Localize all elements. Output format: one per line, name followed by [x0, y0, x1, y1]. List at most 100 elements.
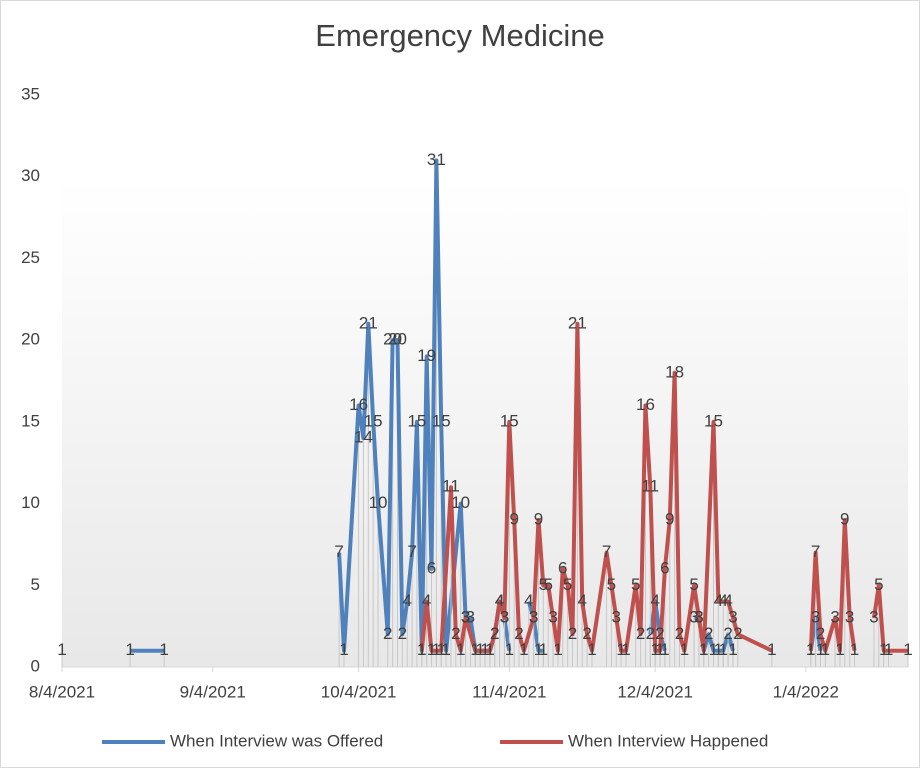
data-label: 3: [869, 607, 878, 626]
data-label: 4: [714, 591, 723, 610]
data-label: 1: [655, 640, 664, 659]
data-label: 3: [830, 607, 839, 626]
data-label: 1: [709, 640, 718, 659]
data-label: 1: [650, 640, 659, 659]
data-label: 4: [578, 591, 587, 610]
data-label: 16: [349, 395, 368, 414]
data-label: 1: [159, 640, 168, 659]
data-label: 3: [500, 607, 509, 626]
data-label: 1: [699, 640, 708, 659]
data-label: 5: [607, 575, 616, 594]
data-label: 3: [461, 607, 470, 626]
data-label: 3: [694, 607, 703, 626]
data-label: 9: [534, 509, 543, 528]
data-label: 15: [407, 411, 426, 430]
data-label: 15: [432, 411, 451, 430]
data-label: 31: [427, 150, 446, 169]
data-label: 2: [816, 624, 825, 643]
data-label: 3: [466, 607, 475, 626]
data-label: 2: [514, 624, 523, 643]
data-label: 19: [417, 346, 436, 365]
data-label: 2: [451, 624, 460, 643]
data-label: 1: [534, 640, 543, 659]
data-label: 4: [650, 591, 659, 610]
data-label: 1: [806, 640, 815, 659]
data-label: 16: [636, 395, 655, 414]
data-label: 3: [689, 607, 698, 626]
data-label: 7: [407, 542, 416, 561]
data-label: 3: [500, 607, 509, 626]
data-label: 6: [660, 558, 669, 577]
data-label: 14: [354, 428, 373, 447]
data-label: 3: [529, 607, 538, 626]
data-label: 4: [495, 591, 504, 610]
data-label: 1: [485, 640, 494, 659]
data-label: 3: [529, 607, 538, 626]
x-tick-label: 8/4/2021: [29, 682, 95, 701]
data-label: 1: [850, 640, 859, 659]
data-label: 4: [524, 591, 533, 610]
data-label: 2: [490, 624, 499, 643]
data-label: 1: [427, 640, 436, 659]
data-label: 4: [719, 591, 728, 610]
data-label: 3: [845, 607, 854, 626]
y-tick-label: 15: [21, 411, 40, 430]
y-tick-label: 25: [21, 248, 40, 267]
series-line: [130, 158, 823, 653]
data-label: 3: [461, 607, 470, 626]
x-tick-label: 12/4/2021: [617, 682, 693, 701]
data-label: 9: [840, 509, 849, 528]
data-label: 1: [480, 640, 489, 659]
plot-area: [62, 95, 908, 667]
data-label: 3: [728, 607, 737, 626]
data-label: 1: [432, 640, 441, 659]
data-label: 1: [437, 640, 446, 659]
data-label: 1: [485, 640, 494, 659]
data-label: 10: [369, 493, 388, 512]
data-label: 3: [612, 607, 621, 626]
data-label: 9: [665, 509, 674, 528]
data-label: 7: [602, 542, 611, 561]
data-label: 6: [558, 558, 567, 577]
data-label: 20: [383, 330, 402, 349]
data-label: 1: [519, 640, 528, 659]
data-label: 1: [816, 640, 825, 659]
data-label: 21: [568, 313, 587, 332]
data-label: 9: [509, 509, 518, 528]
data-label: 1: [903, 640, 912, 659]
data-label: 1: [806, 640, 815, 659]
y-tick-label: 30: [21, 166, 40, 185]
data-label: 2: [723, 624, 732, 643]
data-label: 1: [471, 640, 480, 659]
data-label: 1: [616, 640, 625, 659]
data-label: 5: [563, 575, 572, 594]
data-label: 1: [57, 640, 66, 659]
data-label: 1: [680, 640, 689, 659]
x-tick-label: 9/4/2021: [180, 682, 246, 701]
data-label: 1: [728, 640, 737, 659]
y-tick-label: 35: [21, 84, 40, 103]
data-label: 1: [553, 640, 562, 659]
y-tick-label: 20: [21, 330, 40, 349]
data-label: 1: [821, 640, 830, 659]
x-tick-label: 10/4/2021: [321, 682, 397, 701]
data-label: 2: [490, 624, 499, 643]
data-label: 2: [704, 624, 713, 643]
data-label: 1: [699, 640, 708, 659]
data-label: 2: [675, 624, 684, 643]
data-label: 4: [723, 591, 732, 610]
data-label: 1: [835, 640, 844, 659]
data-label: 5: [539, 575, 548, 594]
chart-title: Emergency Medicine: [315, 18, 604, 53]
data-label: 1: [417, 640, 426, 659]
data-label: 1: [417, 640, 426, 659]
y-tick-label: 0: [31, 656, 40, 675]
legend-label: When Interview was Offered: [170, 731, 383, 750]
data-label: 21: [359, 313, 378, 332]
data-label: 20: [388, 330, 407, 349]
data-label: 1: [884, 640, 893, 659]
data-label: 11: [641, 477, 659, 496]
data-label: 2: [646, 624, 655, 643]
data-label: 1: [767, 640, 776, 659]
